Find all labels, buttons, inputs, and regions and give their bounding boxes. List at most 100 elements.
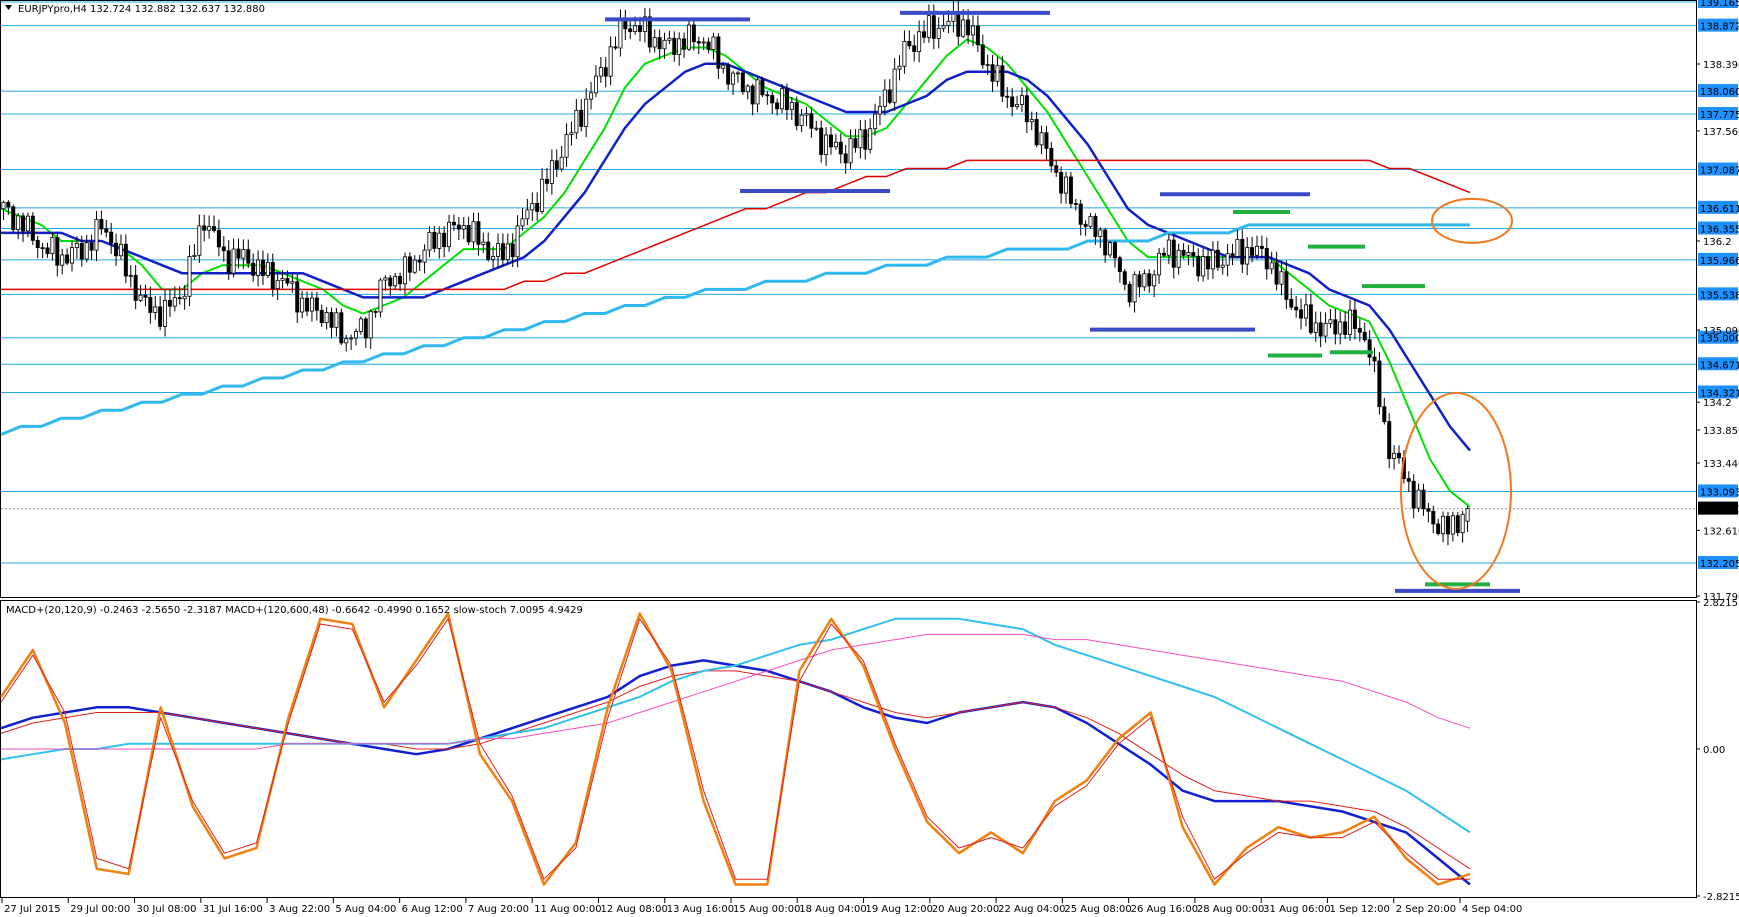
candle-body [226, 250, 231, 274]
candle-body [804, 113, 809, 116]
indicator-line [0, 618, 1470, 880]
candle-body [94, 219, 99, 251]
candle-body [486, 241, 491, 260]
candle-body [305, 297, 310, 312]
price-tick-label: 137.566 [1703, 127, 1739, 138]
candle-body [505, 243, 510, 261]
collapse-arrow-icon[interactable] [5, 5, 12, 10]
candle-body [260, 259, 265, 276]
indicator-tick-label: -2.8215 [1703, 892, 1739, 903]
candle-body [638, 25, 643, 32]
candle-body [1450, 515, 1455, 535]
candle-body [496, 243, 501, 257]
candle-body [530, 202, 535, 211]
time-tick-label: 20 Aug 20:00 [932, 904, 999, 915]
candle-body [1225, 253, 1230, 266]
candle-body [378, 279, 383, 313]
candle-body [1083, 223, 1088, 227]
candle-body [1338, 321, 1343, 335]
time-tick-label: 22 Aug 04:00 [998, 904, 1065, 915]
time-tick-label: 5 Aug 04:00 [335, 904, 396, 915]
candle-body [740, 72, 745, 93]
candle-body [652, 37, 657, 48]
level-label: 135.538 [1700, 290, 1739, 301]
candle-body [662, 39, 667, 50]
candle-body [1250, 247, 1255, 256]
candle-body [1303, 304, 1308, 319]
level-label: 134.321 [1700, 388, 1739, 399]
time-tick-label: 12 Aug 08:00 [600, 904, 667, 915]
level-label: 137.087 [1700, 166, 1739, 177]
candle-body [540, 178, 545, 212]
level-label-box [1698, 330, 1738, 344]
candle-body [598, 67, 603, 77]
level-label: 133.093 [1700, 487, 1739, 498]
candle-body [256, 259, 261, 276]
candle-body [1230, 253, 1235, 257]
candle-body [383, 277, 388, 281]
annotations [605, 10, 1520, 593]
candle-body [775, 102, 780, 110]
candle-body [427, 231, 432, 251]
candle-body [461, 225, 466, 230]
candle-body [1015, 104, 1020, 108]
level-label-box [1698, 357, 1738, 371]
time-tick-label: 6 Aug 12:00 [402, 904, 463, 915]
candle-body [1064, 176, 1069, 194]
candle-body [1, 201, 6, 210]
candle-body [407, 256, 412, 273]
level-label-box [1698, 556, 1738, 570]
price-pane[interactable] [0, 0, 1697, 598]
candle-body [40, 247, 45, 250]
candle-body [760, 79, 765, 96]
time-tick-label: 13 Aug 16:00 [667, 904, 734, 915]
level-label: 134.671 [1700, 360, 1739, 371]
candle-body [280, 278, 285, 281]
time-tick-label: 18 Aug 04:00 [799, 904, 866, 915]
candle-body [246, 249, 251, 264]
candle-body [1441, 515, 1446, 535]
candle-body [569, 132, 574, 136]
candle-body [564, 134, 569, 158]
candle-body [549, 160, 554, 184]
candle-body [691, 24, 696, 43]
candle-body [559, 156, 564, 170]
level-label: 135.966 [1700, 256, 1739, 267]
candle-body [447, 221, 452, 248]
level-label-box [1698, 385, 1738, 399]
candle-body [956, 11, 961, 37]
candle-body [892, 68, 897, 103]
candle-body [163, 299, 168, 327]
candle-body [1343, 321, 1348, 335]
candle-body [843, 153, 848, 164]
candle-body [437, 232, 442, 249]
candle-body [1421, 489, 1426, 510]
candle-body [1308, 304, 1313, 333]
candle-body [207, 226, 212, 231]
candle-body [432, 231, 437, 249]
candle-body [520, 218, 525, 227]
candle-body [1142, 273, 1147, 288]
candle-body [961, 19, 966, 37]
candle-body [1274, 262, 1279, 285]
candlestick-series [1, 0, 1470, 546]
candle-body [873, 113, 878, 130]
candle-body [784, 88, 789, 110]
candle-body [1362, 331, 1367, 341]
level-label-box [1698, 162, 1738, 176]
candle-body [363, 318, 368, 339]
candle-body [1465, 508, 1470, 522]
candle-body [1411, 480, 1416, 509]
price-tick-label: 133.856 [1703, 426, 1739, 437]
candle-body [574, 109, 579, 134]
candle-body [128, 274, 133, 277]
candle-body [339, 312, 344, 344]
candle-body [848, 138, 853, 164]
highlight-circle [1431, 197, 1513, 244]
candle-body [314, 297, 319, 311]
candle-body [236, 248, 241, 259]
candle-body [1152, 274, 1157, 287]
candle-body [863, 129, 868, 150]
level-label: 135.000 [1700, 334, 1739, 345]
